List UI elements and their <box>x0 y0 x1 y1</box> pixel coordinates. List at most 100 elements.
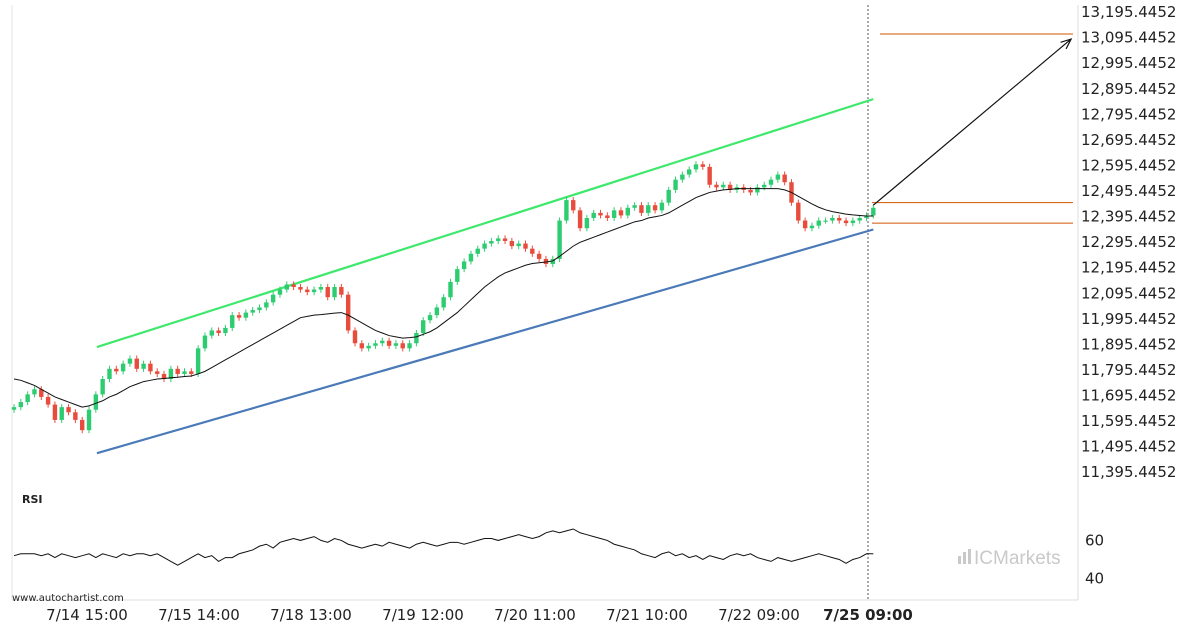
candle <box>727 181 733 193</box>
bar-chart-logo-icon <box>958 549 971 564</box>
watermark: www.autochartist.com <box>12 593 124 604</box>
candle <box>714 181 719 191</box>
candles <box>11 161 876 434</box>
candle-body <box>73 412 78 420</box>
candle <box>427 312 433 324</box>
time-tick-label: 7/21 10:00 <box>606 606 688 624</box>
candle <box>530 245 535 257</box>
candle <box>646 202 651 216</box>
candle <box>107 365 112 383</box>
candle-body <box>564 200 569 221</box>
candle-body <box>489 241 494 244</box>
candle-body <box>666 189 671 203</box>
candle <box>509 237 515 250</box>
candle-body <box>223 327 228 334</box>
candle <box>461 258 467 273</box>
price-tick-label: 11,795.4452 <box>1081 361 1176 379</box>
candle-body <box>243 312 249 318</box>
candle-body <box>700 164 706 167</box>
candle <box>298 283 303 293</box>
price-tick-label: 12,795.4452 <box>1081 105 1176 123</box>
brand-name: ICMarkets <box>974 548 1061 569</box>
horizontal-levels <box>872 33 1073 224</box>
candle-body <box>127 358 133 364</box>
candle <box>168 365 174 383</box>
time-tick-label: 7/15 14:00 <box>158 606 240 624</box>
candle <box>277 286 283 298</box>
channel-pattern <box>96 98 874 455</box>
candle-body <box>18 402 24 408</box>
candle-body <box>509 241 515 247</box>
candle <box>243 309 249 321</box>
candle <box>182 368 187 377</box>
candle <box>611 207 617 222</box>
candle-body <box>857 217 862 221</box>
candle-body <box>25 394 30 403</box>
candle <box>18 398 24 411</box>
candle <box>120 360 126 375</box>
candle-body <box>864 215 869 218</box>
candle-body <box>421 320 426 334</box>
candle <box>680 171 685 183</box>
candle-body <box>591 212 596 218</box>
candle <box>32 386 37 398</box>
candle <box>11 404 17 413</box>
time-tick-label: 7/20 11:00 <box>494 606 576 624</box>
candle <box>216 327 221 337</box>
candle-body <box>496 238 501 242</box>
candle-body <box>80 419 85 431</box>
rsi-line <box>13 528 874 566</box>
candle-body <box>305 289 310 293</box>
price-tick-label: 12,195.4452 <box>1081 259 1176 277</box>
candle-body <box>775 174 781 180</box>
candle-body <box>345 294 351 331</box>
candle-body <box>748 189 753 193</box>
candle <box>823 217 828 224</box>
price-tick-label: 12,295.4452 <box>1081 233 1176 251</box>
candle-body <box>768 179 774 185</box>
candle-body <box>386 340 392 346</box>
candle-body <box>830 217 835 221</box>
candle-body <box>482 243 487 249</box>
forecast-arrow-line <box>872 38 1072 206</box>
moving-average <box>13 188 874 408</box>
channel-upper-line <box>96 98 874 349</box>
forecast-arrow <box>872 38 1073 206</box>
candle-body <box>32 389 37 395</box>
candle <box>434 304 440 319</box>
candle-body <box>455 269 460 282</box>
candle <box>516 240 521 250</box>
candle-body <box>209 330 214 336</box>
candle <box>652 202 658 214</box>
candle <box>236 312 242 321</box>
candle <box>502 235 508 245</box>
candle-body <box>39 389 44 397</box>
candle-body <box>155 371 160 374</box>
price-tick-label: 13,095.4452 <box>1081 29 1176 47</box>
candle-body <box>536 253 542 259</box>
price-tick-label: 12,495.4452 <box>1081 182 1176 200</box>
candle-body <box>673 179 678 190</box>
candle <box>864 212 869 222</box>
rsi-tick-label: 40 <box>1085 570 1104 588</box>
candle <box>161 370 167 383</box>
candle-body <box>618 210 624 216</box>
candle <box>475 245 480 257</box>
candle-body <box>427 315 433 321</box>
candle <box>523 240 528 252</box>
candle-body <box>175 368 180 374</box>
price-tick-label: 11,695.4452 <box>1081 387 1176 405</box>
candle <box>693 161 699 173</box>
price-tick-label: 12,395.4452 <box>1081 208 1176 226</box>
candle <box>775 171 781 183</box>
candle-body <box>625 207 630 216</box>
candle-body <box>400 343 405 349</box>
candle <box>175 365 180 377</box>
candle-body <box>359 343 365 349</box>
candle <box>577 207 583 232</box>
time-tick-label: 7/25 09:00 <box>823 606 913 624</box>
candle-body <box>755 187 760 193</box>
candle <box>352 327 358 347</box>
candle <box>373 340 378 349</box>
